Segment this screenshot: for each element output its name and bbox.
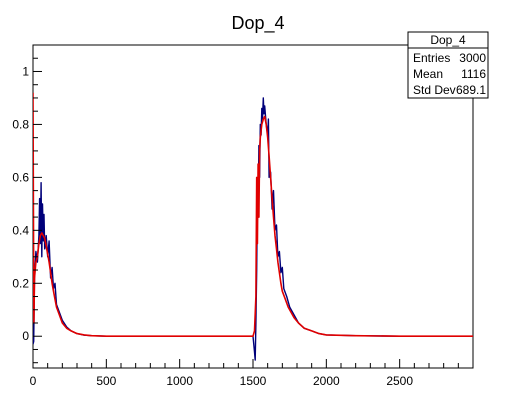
stats-value-mean: 1116 [461, 67, 486, 81]
y-tick-label: 0.6 [12, 170, 29, 184]
stats-value-stddev: 689.1 [456, 83, 486, 97]
y-axis: 0 0.2 0.4 0.6 0.8 1 [12, 57, 42, 364]
y-tick-label: 0.4 [12, 223, 29, 237]
stats-value-entries: 3000 [459, 51, 486, 65]
stats-box: Dop_4 Entries 3000 Mean 1116 Std Dev 689… [407, 31, 489, 99]
stats-box-title: Dop_4 [430, 33, 466, 47]
x-tick-label: 500 [96, 374, 116, 388]
series-layer [33, 92, 473, 361]
x-tick-label: 1000 [166, 374, 193, 388]
plot-area: 0 500 1000 1500 2000 2500 0 0.2 0.4 0.6 0.8 1 [12, 44, 474, 388]
chart-title: Dop_4 [231, 13, 284, 34]
y-tick-label: 0.2 [12, 276, 29, 290]
stats-label-mean: Mean [413, 67, 443, 81]
stats-label-stddev: Std Dev [413, 83, 456, 97]
stats-box-frame [407, 31, 489, 99]
y-tick-label: 0.8 [12, 117, 29, 131]
x-axis: 0 500 1000 1500 2000 2500 [30, 359, 474, 388]
x-tick-label: 0 [30, 374, 37, 388]
stats-label-entries: Entries [413, 51, 450, 65]
series-line-2 [33, 92, 473, 337]
x-tick-label: 1500 [240, 374, 267, 388]
y-tick-label: 1 [22, 64, 29, 78]
y-tick-label: 0 [22, 329, 29, 343]
x-tick-label: 2500 [386, 374, 413, 388]
x-tick-label: 2000 [313, 374, 340, 388]
